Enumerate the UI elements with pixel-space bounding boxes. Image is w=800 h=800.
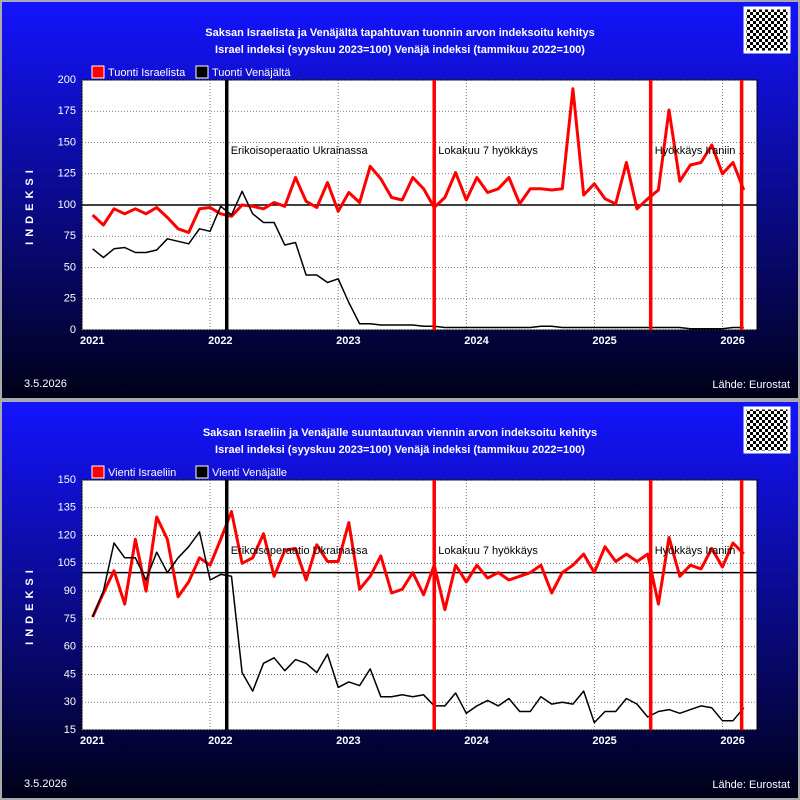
y-axis-label: INDEKSI — [24, 565, 36, 645]
y-tick-label: 75 — [64, 613, 76, 625]
y-tick-label: 150 — [58, 474, 76, 486]
x-tick-label: 2023 — [336, 735, 360, 747]
x-tick-label: 2022 — [208, 335, 232, 347]
source-label: Lähde: Eurostat — [712, 779, 790, 791]
legend-label: Vienti Israeliin — [108, 467, 176, 479]
legend-label: Tuonti Israelista — [108, 67, 186, 79]
y-tick-label: 60 — [64, 641, 76, 653]
x-tick-label: 2026 — [720, 335, 744, 347]
x-tick-label: 2026 — [720, 735, 744, 747]
x-tick-label: 2022 — [208, 735, 232, 747]
chart-subtitle: Israel indeksi (syyskuu 2023=100) Venäjä… — [215, 444, 585, 456]
y-tick-label: 100 — [58, 199, 76, 211]
y-tick-label: 105 — [58, 557, 76, 569]
event-label: Hyökkäys Iraniin — [655, 545, 736, 557]
y-tick-label: 45 — [64, 668, 76, 680]
legend-swatch — [195, 65, 209, 79]
x-tick-label: 2024 — [464, 335, 489, 347]
x-tick-label: 2021 — [80, 335, 104, 347]
y-tick-label: 125 — [58, 168, 76, 180]
y-tick-label: 0 — [70, 324, 76, 336]
legend-label: Vienti Venäjälle — [212, 467, 287, 479]
y-tick-label: 15 — [64, 724, 76, 736]
series-line — [91, 87, 746, 234]
y-tick-label: 150 — [58, 136, 76, 148]
y-tick-label: 120 — [58, 529, 76, 541]
y-tick-label: 175 — [58, 105, 76, 117]
y-tick-label: 50 — [64, 261, 76, 273]
y-tick-label: 200 — [58, 74, 76, 86]
series-line — [92, 190, 744, 330]
y-tick-label: 25 — [64, 293, 76, 305]
x-tick-label: 2023 — [336, 335, 360, 347]
qr-code — [743, 406, 791, 454]
y-tick-label: 90 — [64, 585, 76, 597]
y-tick-label: 135 — [58, 502, 76, 514]
x-tick-label: 2025 — [592, 335, 616, 347]
event-label: Erikoisoperaatio Ukrainassa — [231, 145, 369, 157]
y-tick-label: 30 — [64, 696, 76, 708]
y-tick-label: 75 — [64, 230, 76, 242]
x-tick-label: 2021 — [80, 735, 104, 747]
event-label: Hyökkäys Iraniin 1 — [655, 145, 745, 157]
x-tick-label: 2024 — [464, 735, 489, 747]
date-label: 3.5.2026 — [24, 378, 67, 390]
chart-subtitle: Israel indeksi (syyskuu 2023=100) Venäjä… — [215, 44, 585, 56]
chart-title: Saksan Israeliin ja Venäjälle suuntautuv… — [203, 427, 597, 439]
qr-code — [743, 6, 791, 54]
plot-area — [81, 479, 758, 731]
legend-swatch — [195, 465, 209, 479]
y-axis-label: INDEKSI — [24, 165, 36, 245]
source-label: Lähde: Eurostat — [712, 379, 790, 391]
legend-label: Tuonti Venäjältä — [212, 67, 291, 79]
event-label: Erikoisoperaatio Ukrainassa — [231, 545, 369, 557]
series-line — [91, 531, 745, 724]
x-tick-label: 2025 — [592, 735, 616, 747]
legend-swatch — [91, 65, 105, 79]
event-label: Lokakuu 7 hyökkäys — [438, 145, 538, 157]
chart-title: Saksan Israelista ja Venäjältä tapahtuva… — [205, 27, 594, 39]
series-line — [91, 510, 745, 618]
event-label: Lokakuu 7 hyökkäys — [438, 545, 538, 557]
date-label: 3.5.2026 — [24, 778, 67, 790]
legend-swatch — [91, 465, 105, 479]
